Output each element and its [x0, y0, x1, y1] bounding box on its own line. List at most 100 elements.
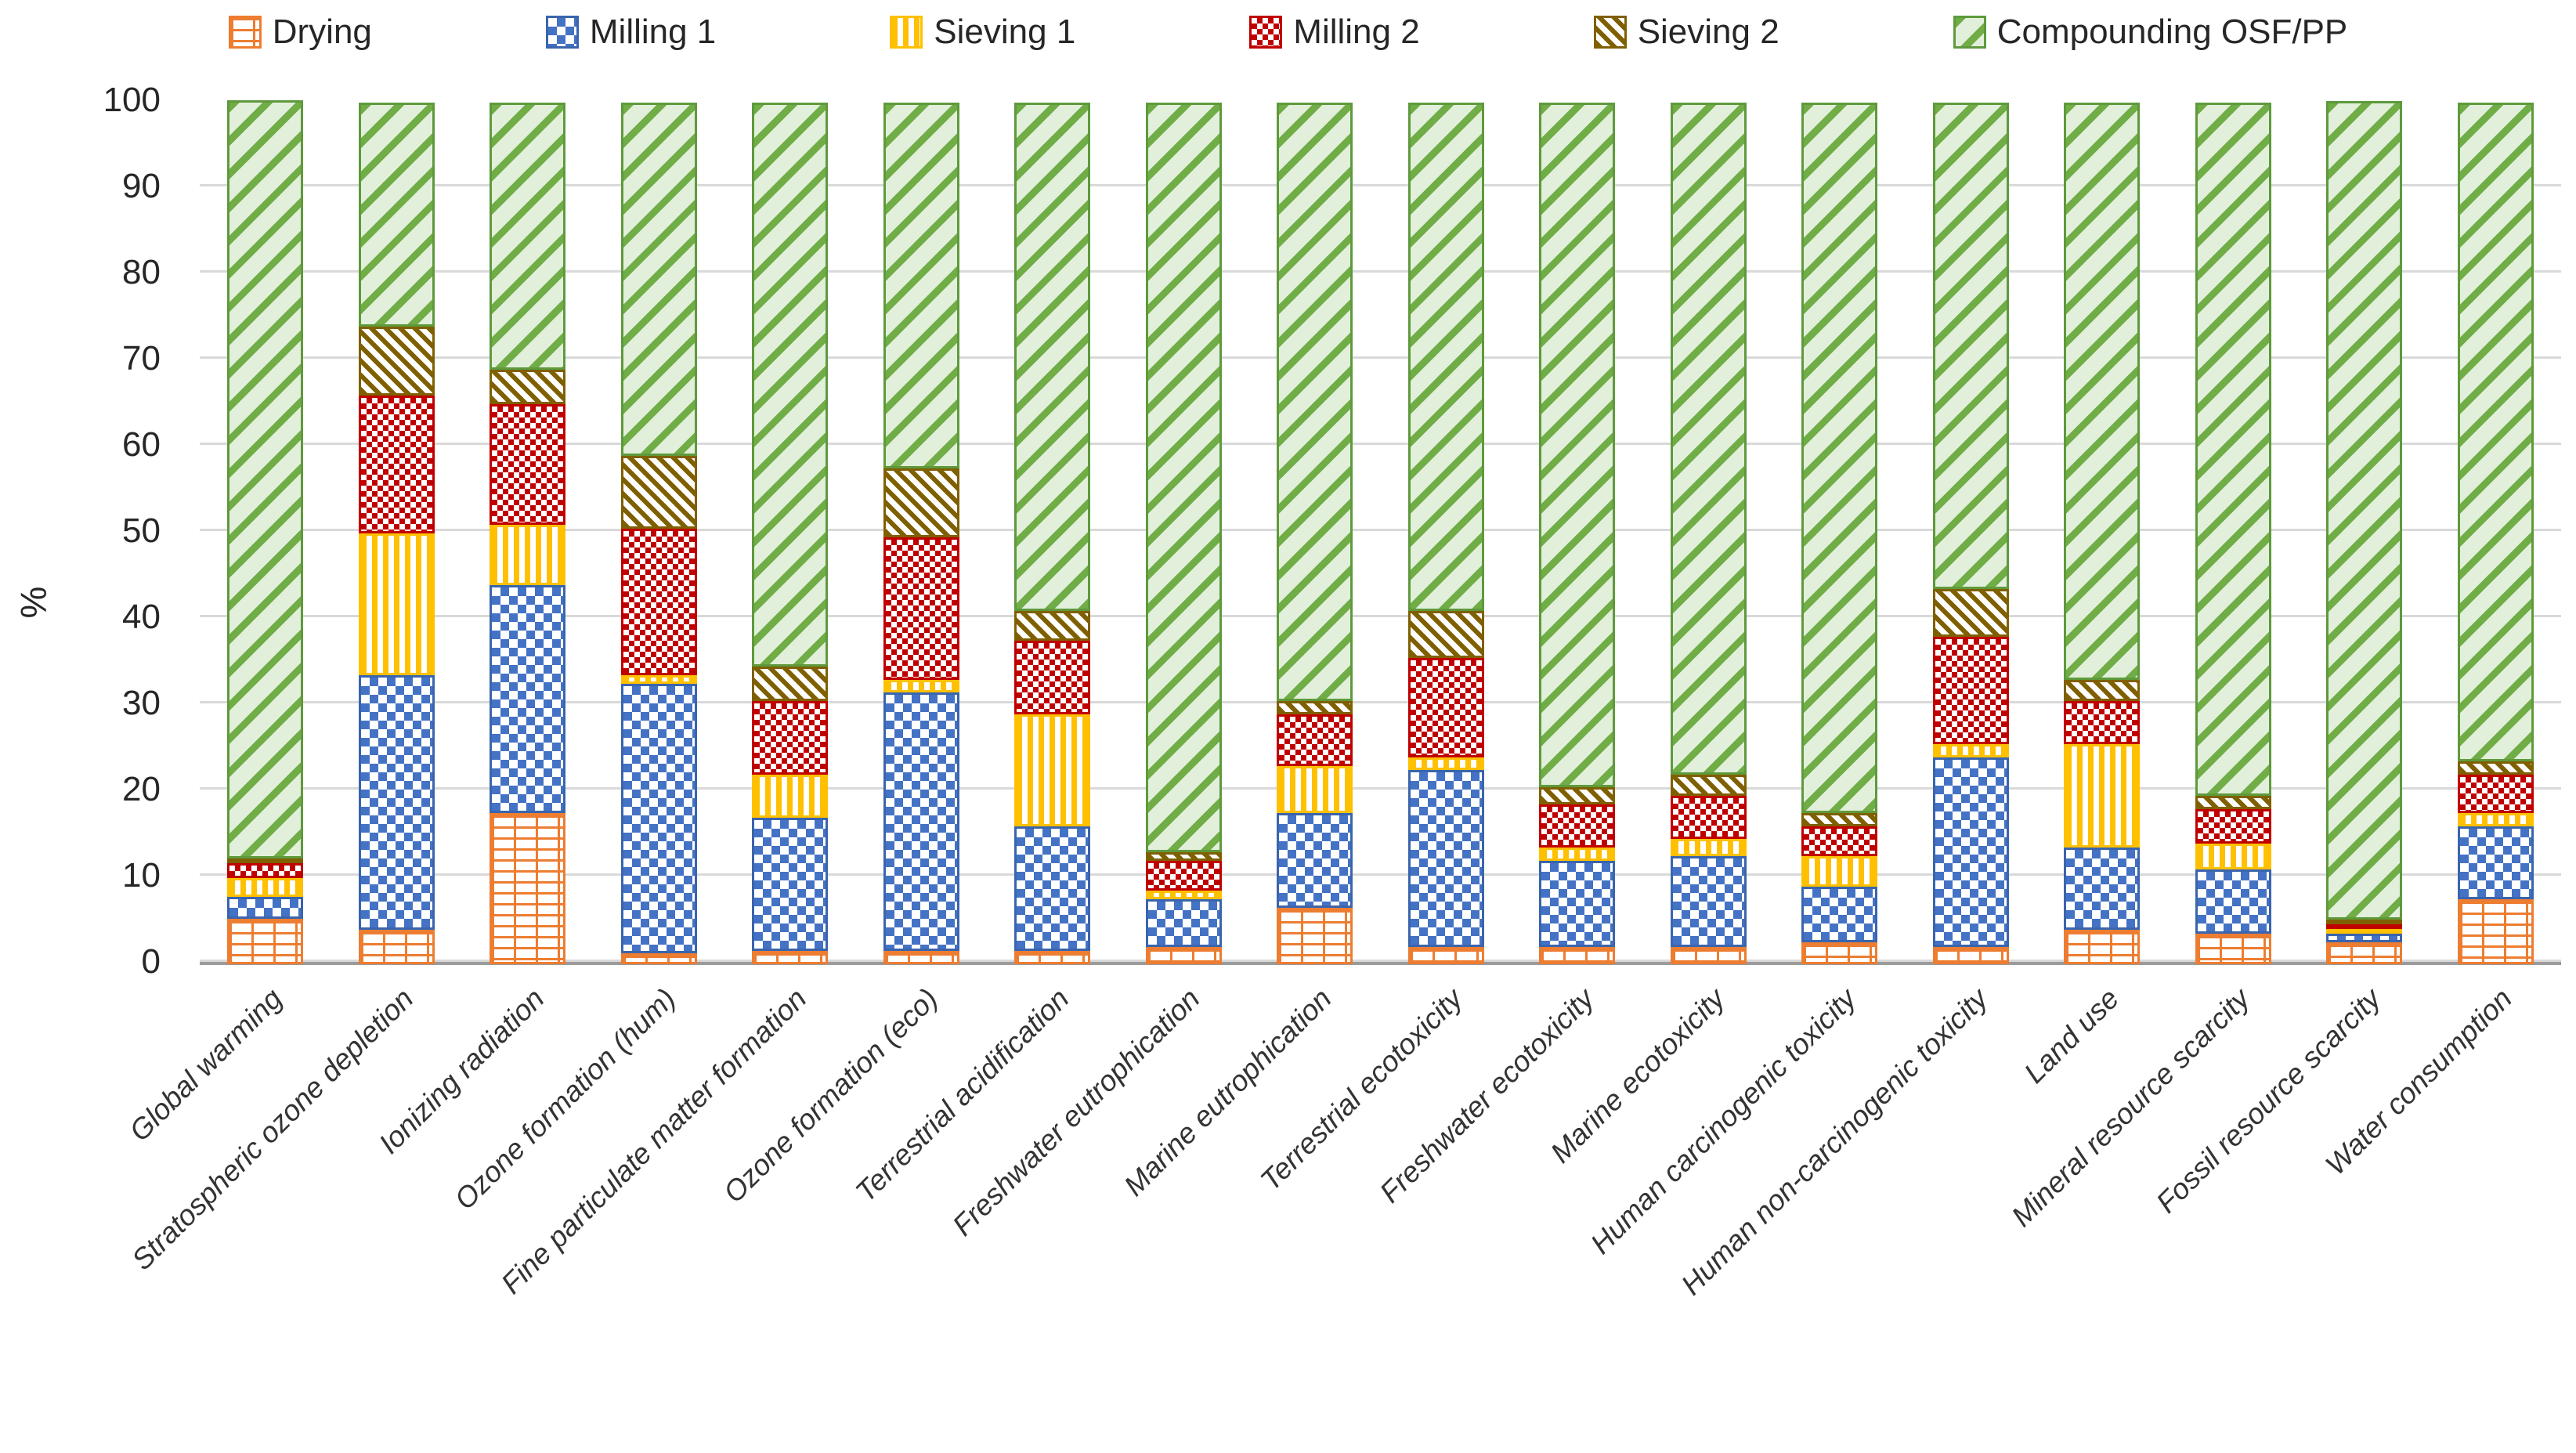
segment-drying-stratospheric-ozone-depletion: [358, 929, 435, 964]
segment-compounding-osf-pp-global-warming: [227, 100, 304, 858]
segment-compounding-osf-pp-fine-particulate-matter-formation: [752, 102, 829, 667]
segment-milling-2-water-consumption: [2457, 774, 2534, 814]
segment-sieving-2-fine-particulate-matter-formation: [752, 667, 829, 702]
segment-compounding-osf-pp-freshwater-eutrophication: [1145, 102, 1222, 852]
segment-compounding-osf-pp-ozone-formation-eco: [883, 102, 959, 469]
segment-drying-freshwater-ecotoxicity: [1539, 946, 1616, 964]
segment-milling-1-land-use: [2064, 848, 2141, 930]
segment-sieving-1-ozone-formation-eco: [883, 679, 959, 693]
segment-drying-global-warming: [227, 919, 304, 964]
plot-area: [200, 100, 2561, 965]
segment-milling-1-freshwater-eutrophication: [1145, 899, 1222, 947]
segment-compounding-osf-pp-terrestrial-ecotoxicity: [1407, 102, 1484, 611]
segment-sieving-2-marine-ecotoxicity: [1670, 774, 1747, 797]
segment-sieving-2-land-use: [2064, 679, 2141, 702]
segment-sieving-1-freshwater-eutrophication: [1145, 891, 1222, 900]
legend-label: Milling 2: [1293, 13, 1420, 51]
segment-drying-fine-particulate-matter-formation: [752, 951, 829, 964]
x-label-cell: Fossil resource scarcity: [2150, 974, 2430, 1444]
segment-sieving-2-water-consumption: [2457, 761, 2534, 775]
segment-drying-ozone-formation-hum: [620, 953, 697, 964]
x-label-cell: Land use: [2018, 974, 2168, 1444]
x-label-cell: Freshwater eutrophication: [947, 974, 1250, 1444]
legend-swatch-sieving-2-icon: [1593, 16, 1627, 49]
x-label-cell: Water consumption: [2319, 974, 2562, 1444]
bar-fine-particulate-matter-formation: [752, 100, 829, 964]
segment-milling-1-ozone-formation-hum: [620, 684, 697, 954]
segment-compounding-osf-pp-mineral-resource-scarcity: [2195, 102, 2271, 797]
segment-sieving-2-stratospheric-ozone-depletion: [358, 326, 435, 396]
legend-item-sieving-1: Sieving 1: [890, 13, 1075, 52]
legend-swatch-compounding-osf-pp-icon: [1953, 16, 1986, 49]
x-label-cell: Mineral resource scarcity: [2005, 974, 2300, 1444]
segment-sieving-1-ionizing-radiation: [490, 524, 566, 585]
segment-sieving-2-ozone-formation-eco: [883, 468, 959, 538]
y-tick-label: 60: [122, 425, 161, 464]
bar-ozone-formation-hum: [620, 100, 697, 964]
legend-item-milling-2: Milling 2: [1249, 13, 1420, 52]
segment-sieving-2-terrestrial-ecotoxicity: [1407, 610, 1484, 659]
segment-milling-2-marine-ecotoxicity: [1670, 796, 1747, 840]
y-tick-label: 10: [122, 856, 161, 895]
segment-sieving-2-mineral-resource-scarcity: [2195, 796, 2271, 809]
segment-drying-fossil-resource-scarcity: [2326, 942, 2403, 964]
segment-milling-2-land-use: [2064, 701, 2141, 745]
legend-item-milling-1: Milling 1: [545, 13, 716, 52]
segment-sieving-1-ozone-formation-hum: [620, 675, 697, 685]
bar-fossil-resource-scarcity: [2326, 100, 2403, 964]
segment-milling-2-human-carcinogenic-toxicity: [1801, 826, 1878, 857]
x-label-cell: Fine particulate matter formation: [495, 974, 856, 1444]
segment-milling-2-fine-particulate-matter-formation: [752, 701, 829, 775]
y-tick-label: 90: [122, 167, 161, 205]
bar-ionizing-radiation: [490, 100, 566, 964]
segment-compounding-osf-pp-ozone-formation-hum: [620, 102, 697, 456]
segment-compounding-osf-pp-marine-eutrophication: [1277, 102, 1353, 702]
bar-terrestrial-ecotoxicity: [1407, 100, 1484, 964]
segment-sieving-2-ozone-formation-hum: [620, 455, 697, 530]
bar-human-non-carcinogenic-toxicity: [1932, 100, 2009, 964]
segment-compounding-osf-pp-land-use: [2064, 102, 2141, 680]
segment-milling-2-freshwater-eutrophication: [1145, 860, 1222, 891]
segment-drying-human-carcinogenic-toxicity: [1801, 942, 1878, 964]
bar-freshwater-eutrophication: [1145, 100, 1222, 964]
segment-drying-freshwater-eutrophication: [1145, 946, 1222, 964]
x-label-cell: Ozone formation (hum): [448, 974, 725, 1444]
segment-compounding-osf-pp-stratospheric-ozone-depletion: [358, 102, 435, 327]
segment-sieving-1-terrestrial-ecotoxicity: [1407, 757, 1484, 771]
segment-sieving-2-freshwater-ecotoxicity: [1539, 787, 1616, 805]
bar-freshwater-ecotoxicity: [1539, 100, 1616, 964]
legend-swatch-milling-2-icon: [1249, 16, 1283, 49]
segment-milling-2-mineral-resource-scarcity: [2195, 808, 2271, 844]
segment-sieving-2-global-warming: [227, 858, 304, 863]
segment-milling-1-human-carcinogenic-toxicity: [1801, 886, 1878, 943]
y-tick-label: 80: [122, 253, 161, 291]
y-tick-label: 100: [103, 81, 161, 119]
segment-milling-1-water-consumption: [2457, 826, 2534, 900]
x-label-cell: Marine eutrophication: [1118, 974, 1381, 1444]
segment-drying-ionizing-radiation: [490, 813, 566, 964]
segment-drying-land-use: [2064, 929, 2141, 964]
segment-compounding-osf-pp-marine-ecotoxicity: [1670, 102, 1747, 775]
segment-milling-2-terrestrial-ecotoxicity: [1407, 658, 1484, 757]
bar-marine-ecotoxicity: [1670, 100, 1747, 964]
bar-marine-eutrophication: [1277, 100, 1353, 964]
segment-milling-2-ozone-formation-hum: [620, 529, 697, 676]
segment-compounding-osf-pp-fossil-resource-scarcity: [2326, 101, 2403, 920]
segment-drying-terrestrial-ecotoxicity: [1407, 946, 1484, 964]
segment-drying-human-non-carcinogenic-toxicity: [1932, 946, 2009, 964]
x-label-cell: Terrestrial ecotoxicity: [1254, 974, 1512, 1444]
bar-ozone-formation-eco: [883, 100, 959, 964]
segment-sieving-2-freshwater-eutrophication: [1145, 851, 1222, 861]
bar-human-carcinogenic-toxicity: [1801, 100, 1878, 964]
y-tick-label: 0: [141, 942, 161, 981]
segment-sieving-1-global-warming: [227, 877, 304, 897]
segment-compounding-osf-pp-water-consumption: [2457, 102, 2534, 762]
legend-label: Sieving 1: [934, 13, 1076, 51]
legend-label: Compounding OSF/PP: [1996, 13, 2348, 51]
segment-compounding-osf-pp-human-non-carcinogenic-toxicity: [1932, 102, 2009, 590]
bar-mineral-resource-scarcity: [2195, 100, 2271, 964]
x-label-cell: Terrestrial acidification: [849, 974, 1118, 1444]
legend-item-sieving-2: Sieving 2: [1593, 13, 1779, 52]
segment-milling-1-marine-ecotoxicity: [1670, 856, 1747, 947]
segment-sieving-1-stratospheric-ozone-depletion: [358, 533, 435, 676]
